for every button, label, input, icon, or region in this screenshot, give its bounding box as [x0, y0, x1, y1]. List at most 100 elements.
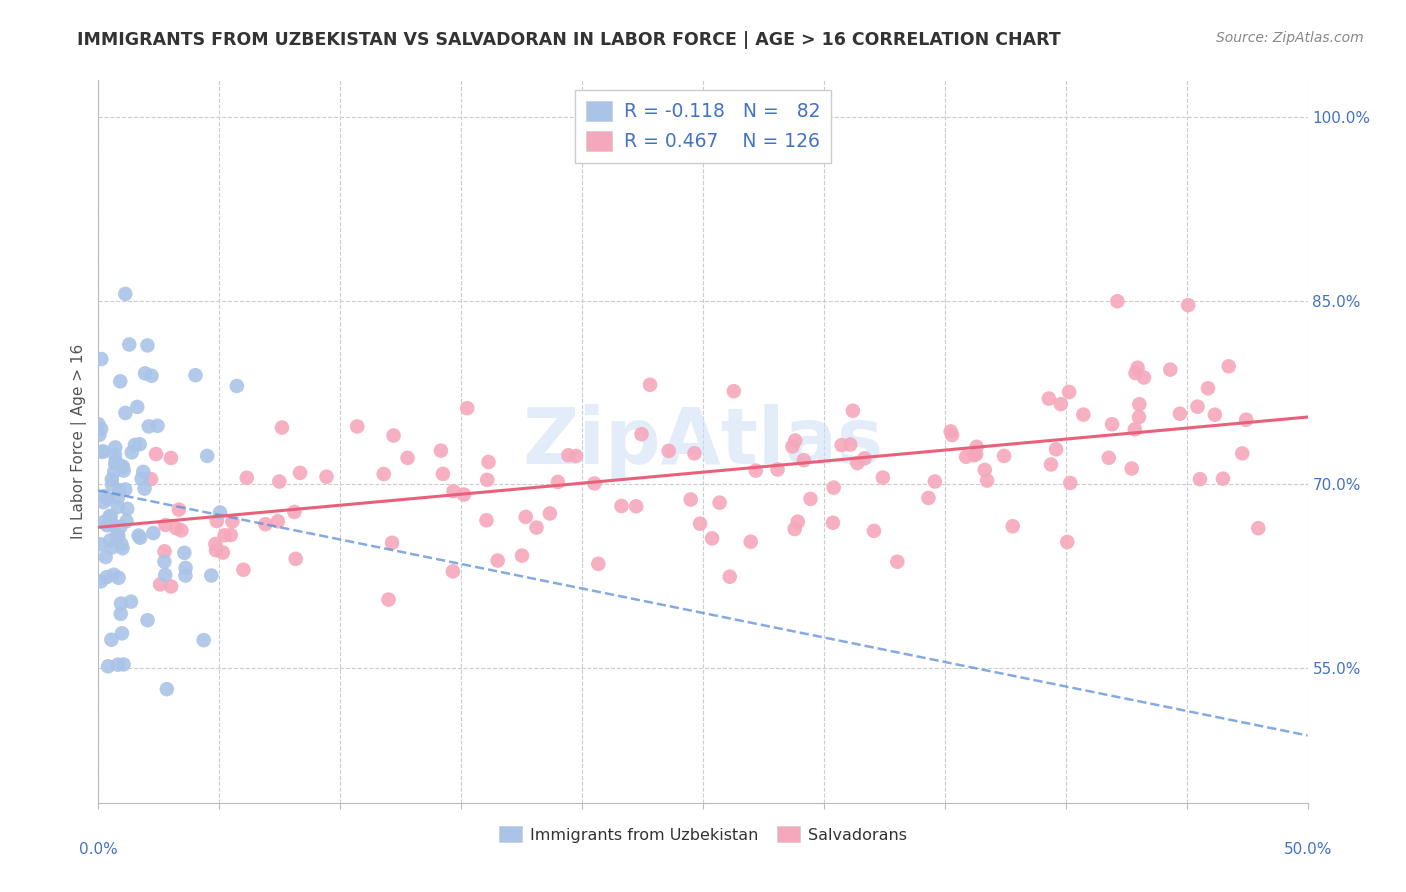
Point — [104, 457, 127, 471]
Point — [745, 464, 768, 478]
Point — [232, 563, 254, 577]
Point — [96, 570, 118, 584]
Point — [134, 367, 156, 381]
Point — [373, 467, 395, 481]
Point — [110, 597, 132, 611]
Point — [136, 613, 159, 627]
Point — [486, 553, 509, 567]
Point — [709, 495, 731, 509]
Point — [221, 514, 243, 528]
Point — [89, 537, 111, 551]
Point — [1128, 410, 1150, 425]
Point — [526, 520, 548, 534]
Point — [110, 459, 132, 474]
Point — [124, 438, 146, 452]
Point — [1073, 408, 1095, 422]
Point — [96, 518, 118, 533]
Point — [214, 528, 236, 542]
Point — [583, 476, 606, 491]
Point — [1056, 535, 1078, 549]
Point — [853, 451, 876, 466]
Point — [107, 491, 129, 505]
Point — [184, 368, 207, 383]
Point — [1128, 397, 1150, 411]
Point — [93, 515, 115, 529]
Point — [477, 455, 499, 469]
Point — [107, 571, 129, 585]
Point — [107, 657, 129, 672]
Legend: Immigrants from Uzbekistan, Salvadorans: Immigrants from Uzbekistan, Salvadorans — [494, 820, 912, 849]
Point — [141, 368, 163, 383]
Point — [863, 524, 886, 538]
Point — [100, 632, 122, 647]
Point — [547, 475, 569, 489]
Point — [104, 454, 127, 468]
Point — [917, 491, 939, 505]
Point — [174, 561, 197, 575]
Point — [111, 626, 134, 640]
Point — [111, 541, 134, 556]
Point — [1212, 472, 1234, 486]
Point — [153, 555, 176, 569]
Point — [723, 384, 745, 399]
Point — [557, 448, 579, 462]
Point — [117, 501, 139, 516]
Point — [683, 446, 706, 460]
Point — [90, 422, 112, 436]
Point — [131, 472, 153, 486]
Point — [112, 657, 135, 672]
Point — [136, 338, 159, 352]
Point — [993, 449, 1015, 463]
Point — [211, 545, 233, 559]
Point — [872, 470, 894, 484]
Point — [155, 567, 177, 582]
Point — [208, 506, 231, 520]
Text: 0.0%: 0.0% — [79, 842, 118, 856]
Point — [205, 514, 228, 528]
Point — [1197, 381, 1219, 395]
Point — [90, 445, 112, 459]
Point — [785, 434, 807, 448]
Point — [269, 475, 291, 489]
Point — [114, 286, 136, 301]
Point — [110, 537, 132, 551]
Point — [236, 471, 259, 485]
Point — [98, 533, 121, 548]
Point — [1159, 362, 1181, 376]
Point — [823, 481, 845, 495]
Point — [1059, 475, 1081, 490]
Point — [204, 537, 226, 551]
Point — [1101, 417, 1123, 432]
Point — [128, 437, 150, 451]
Point — [799, 491, 821, 506]
Point — [782, 440, 804, 454]
Point — [700, 532, 723, 546]
Text: 50.0%: 50.0% — [1284, 842, 1331, 856]
Point — [90, 352, 112, 367]
Point — [1187, 400, 1209, 414]
Point — [120, 594, 142, 608]
Point — [97, 659, 120, 673]
Point — [103, 567, 125, 582]
Point — [475, 513, 498, 527]
Point — [114, 406, 136, 420]
Point — [129, 531, 152, 545]
Point — [1133, 370, 1156, 384]
Point — [1204, 408, 1226, 422]
Point — [1126, 360, 1149, 375]
Point — [924, 475, 946, 489]
Point — [430, 443, 453, 458]
Point — [156, 682, 179, 697]
Point — [165, 521, 187, 535]
Point — [118, 337, 141, 351]
Point — [976, 474, 998, 488]
Point — [153, 544, 176, 558]
Point — [718, 570, 741, 584]
Point — [90, 574, 112, 589]
Point — [1125, 366, 1147, 380]
Point — [1168, 407, 1191, 421]
Point — [510, 549, 533, 563]
Point — [955, 450, 977, 464]
Point — [1218, 359, 1240, 374]
Point — [766, 462, 789, 476]
